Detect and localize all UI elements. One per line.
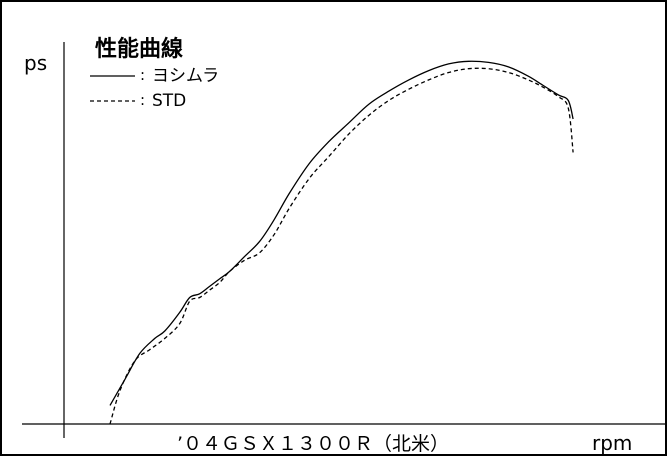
y-axis-label: ps <box>24 51 47 75</box>
chart-title: 性能曲線 <box>95 36 183 62</box>
legend-label-yoshimura: ヨシムラ <box>152 66 219 86</box>
series-line-yoshimura <box>109 60 574 406</box>
legend-colon-yoshimura: : <box>140 66 145 84</box>
legend-colon-std: : <box>140 91 145 109</box>
chart-caption: ’０４ＧＳＸ１３００Ｒ（北米） <box>177 433 449 454</box>
series-layer <box>109 60 574 425</box>
x-axis-label: rpm <box>592 431 632 454</box>
legend: : ヨシムラ : STD <box>90 66 219 111</box>
legend-label-std: STD <box>152 91 186 111</box>
series-line-std <box>109 67 574 425</box>
